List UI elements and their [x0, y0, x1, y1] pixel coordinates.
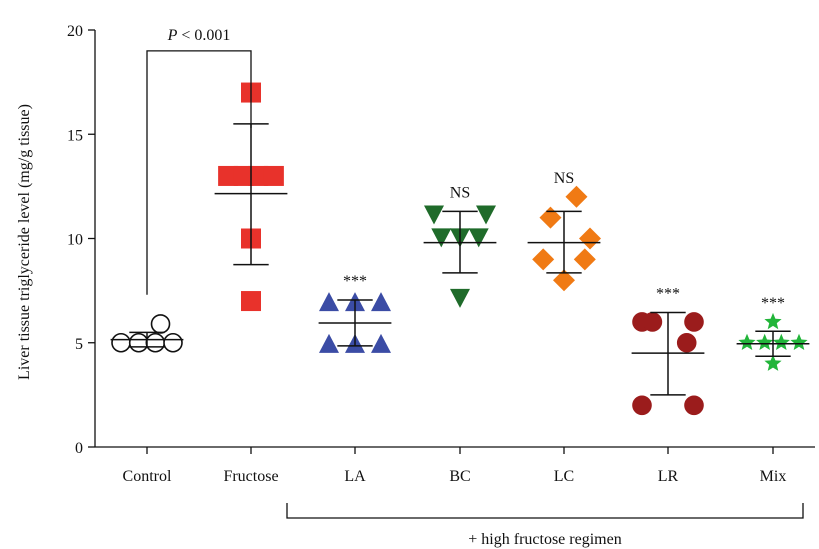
x-tick-label: Fructose — [223, 468, 278, 485]
data-point — [573, 248, 596, 271]
comparison-bracket — [146, 50, 252, 295]
data-point — [676, 332, 697, 353]
data-point — [764, 312, 782, 330]
data-point — [263, 165, 284, 186]
regimen-label: + high fructose regimen — [468, 531, 621, 548]
regimen-bracket — [286, 503, 804, 519]
data-point — [539, 206, 562, 229]
significance-label: *** — [761, 295, 785, 312]
data-point — [145, 332, 166, 353]
significance-label: *** — [656, 286, 680, 303]
x-tick-label: BC — [449, 468, 470, 485]
y-tick-label: 10 — [67, 232, 83, 249]
data-point — [150, 314, 171, 334]
data-point — [371, 292, 391, 312]
x-tick-label: LC — [554, 468, 574, 485]
data-point — [684, 312, 704, 332]
significance-label: NS — [450, 184, 470, 201]
x-axis: Control Fructose LA BC LC LR Mix — [95, 446, 815, 485]
data-point — [684, 395, 704, 416]
group-la — [318, 292, 392, 353]
data-point — [371, 333, 391, 353]
data-point — [476, 205, 496, 225]
data-point — [111, 332, 131, 353]
data-point — [764, 354, 782, 371]
data-point — [431, 228, 452, 248]
p-value-label: P < 0.001 — [167, 27, 231, 44]
data-point — [565, 185, 588, 208]
data-point — [790, 333, 808, 350]
y-tick-label: 15 — [67, 127, 83, 144]
y-tick-label: 20 — [67, 23, 83, 40]
data-point — [468, 228, 489, 248]
data-point — [319, 333, 339, 353]
group-bc — [423, 205, 497, 308]
group-lr — [631, 311, 705, 416]
data-point — [424, 205, 444, 225]
data-point — [241, 291, 261, 312]
data-point — [319, 292, 339, 312]
data-point — [642, 312, 663, 332]
x-tick-label: LA — [344, 468, 366, 485]
group-control — [110, 314, 184, 353]
data-point — [772, 333, 790, 350]
x-tick-label: Mix — [760, 468, 787, 485]
significance-label: *** — [343, 273, 367, 290]
y-axis-label: Liver tissue triglyceride level (mg/g ti… — [16, 104, 33, 380]
group-mix — [736, 312, 810, 371]
data-point — [248, 165, 269, 186]
y-tick-label: 0 — [75, 440, 83, 457]
group-lc — [527, 185, 601, 292]
data-point — [128, 332, 149, 353]
data-point — [218, 165, 239, 186]
data-point — [553, 269, 575, 292]
x-tick-label: LR — [658, 468, 679, 485]
data-point — [579, 227, 601, 250]
data-point — [163, 332, 183, 353]
p-value: < 0.001 — [177, 27, 230, 44]
data-point — [756, 333, 774, 350]
data-groups — [110, 82, 810, 416]
data-point — [738, 333, 756, 350]
y-tick-label: 5 — [75, 336, 83, 353]
y-axis: 0 5 10 15 20 — [67, 23, 96, 457]
annotations: *** NS NS *** *** P < 0.001 + high fructose re… — [146, 27, 804, 548]
p-symbol: P — [167, 27, 178, 44]
significance-label: NS — [554, 170, 574, 187]
data-point — [450, 288, 470, 308]
data-point — [532, 248, 555, 271]
data-point — [632, 395, 652, 416]
x-tick-label: Control — [123, 468, 172, 485]
